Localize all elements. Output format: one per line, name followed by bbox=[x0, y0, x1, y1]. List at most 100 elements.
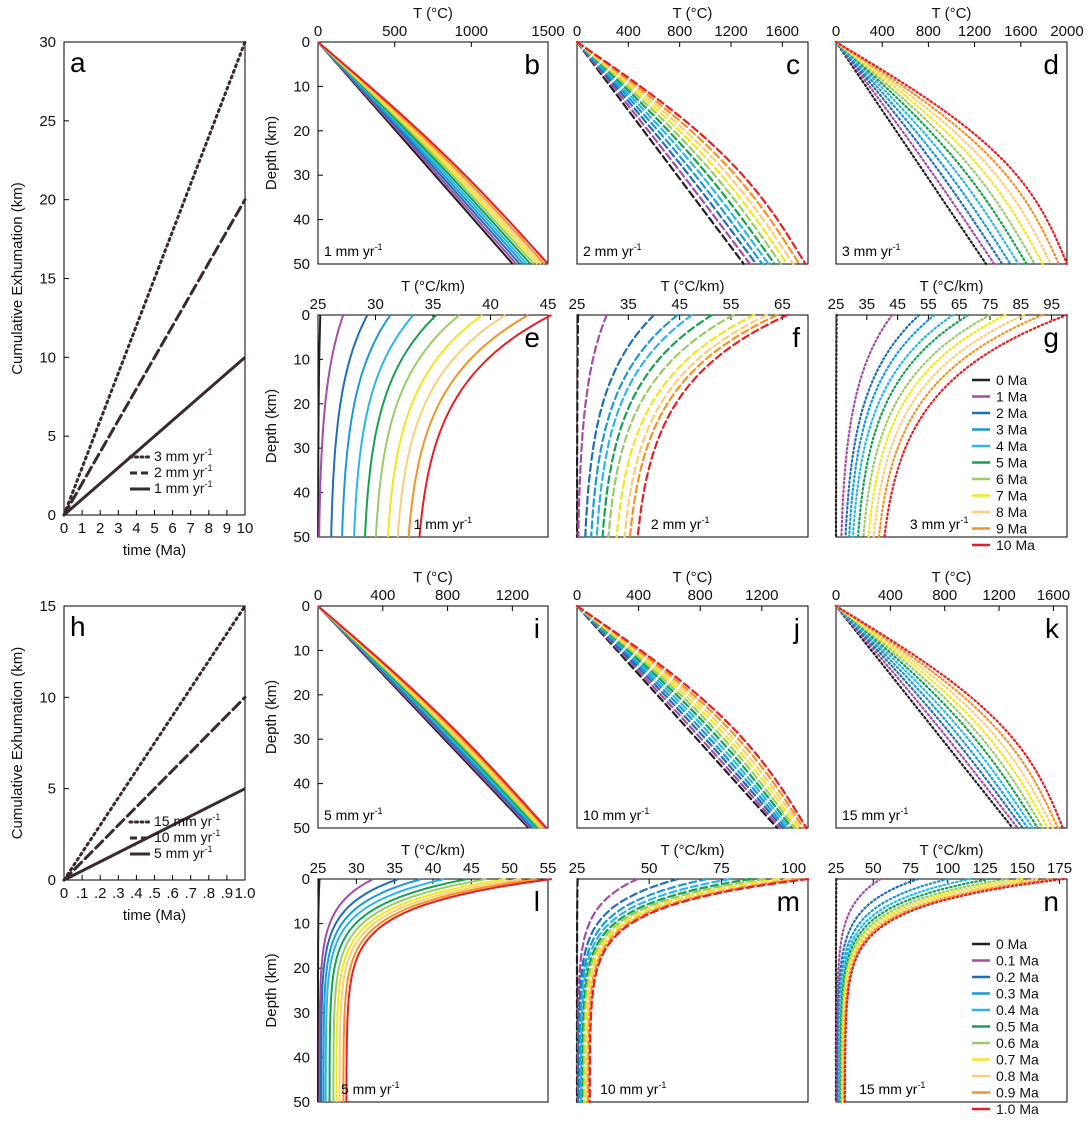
geotherm-curve bbox=[834, 604, 1065, 830]
y-tick-label: 30 bbox=[293, 440, 310, 457]
x-tick-label: .3 bbox=[112, 885, 125, 902]
geotherm-curve bbox=[834, 40, 988, 266]
rate-sup: -1 bbox=[917, 1080, 925, 1090]
legend-entry: 2 Ma bbox=[996, 405, 1027, 421]
x-tick-label: 8 bbox=[205, 520, 213, 537]
geotherm-curve bbox=[575, 604, 788, 830]
rate-label: 3 mm yr-1 bbox=[842, 242, 901, 259]
geotherm-curve bbox=[353, 314, 415, 538]
x-tick-label: 400 bbox=[370, 587, 395, 604]
x-tick-label: 1200 bbox=[982, 587, 1015, 604]
x-tick-label: 400 bbox=[626, 587, 651, 604]
geotherm-curve bbox=[834, 40, 996, 266]
geotherm-curve bbox=[623, 313, 769, 539]
x-tick-label: 35 bbox=[386, 860, 403, 877]
geotherm-curve bbox=[834, 604, 1024, 830]
geotherm-curve bbox=[575, 604, 782, 830]
y-axis-label: Depth (km) bbox=[263, 953, 280, 1027]
x-tick-label: 25 bbox=[569, 860, 586, 877]
legend-entry: 0.1 Ma bbox=[996, 953, 1039, 969]
x-tick-label: 65 bbox=[951, 296, 968, 313]
x-axis-label: T (°C/km) bbox=[919, 842, 983, 859]
geotherm-curve bbox=[834, 313, 838, 539]
geotherm-curve bbox=[330, 314, 369, 538]
y-tick-label: 20 bbox=[293, 960, 310, 977]
legend-entry: 1 Ma bbox=[996, 389, 1027, 405]
rate-label: 10 mm yr-1 bbox=[583, 806, 649, 823]
x-tick-label: 25 bbox=[310, 296, 327, 313]
geotherm-curve bbox=[338, 878, 522, 1102]
x-tick-label: 800 bbox=[688, 587, 713, 604]
geotherm-curve bbox=[883, 313, 1069, 539]
geotherm-curve bbox=[342, 878, 537, 1103]
geotherm-curve bbox=[588, 877, 810, 1104]
y-tick-label: 15 bbox=[39, 271, 56, 288]
x-tick-label: 0 bbox=[832, 587, 840, 604]
rate-label: 3 mm yr-1 bbox=[910, 515, 969, 532]
y-axis-label: Depth (km) bbox=[263, 116, 280, 190]
rate-sup: -1 bbox=[658, 1080, 666, 1090]
rate-sup: -1 bbox=[900, 806, 908, 816]
x-tick-label: 175 bbox=[1047, 860, 1072, 877]
x-axis-label: T (°C/km) bbox=[660, 278, 724, 295]
geotherm-curve bbox=[636, 313, 789, 539]
geotherm-curve bbox=[575, 40, 776, 266]
plot-frame bbox=[576, 878, 809, 1103]
geotherm-curve bbox=[575, 40, 801, 266]
legend-entry: 5 mm yr-1 bbox=[154, 844, 213, 861]
geotherm-curve bbox=[601, 313, 714, 539]
geotherm-curve bbox=[834, 40, 1028, 266]
x-tick-label: 400 bbox=[870, 23, 895, 40]
rate-text: 1 mm yr bbox=[414, 516, 465, 532]
geotherm-curve bbox=[407, 314, 529, 538]
geotherm-curve bbox=[834, 40, 1052, 266]
geotherm-curve bbox=[840, 313, 894, 539]
x-tick-label: 150 bbox=[1010, 860, 1035, 877]
x-tick-label: 6 bbox=[168, 520, 176, 537]
x-axis-label: T (°C) bbox=[932, 5, 972, 22]
panel-letter: i bbox=[534, 613, 540, 644]
y-tick-label: 50 bbox=[293, 820, 310, 837]
y-tick-label: 0 bbox=[302, 598, 310, 615]
y-tick-label: 40 bbox=[293, 1049, 310, 1066]
geotherm-curve bbox=[834, 604, 1014, 830]
x-tick-label: 1600 bbox=[1004, 23, 1037, 40]
x-axis-label: T (°C/km) bbox=[401, 278, 465, 295]
panel-letter: l bbox=[534, 886, 540, 917]
panel-i: 0 400 800 1200 T (°C) 0 10 20 30 40 50 Depth (km) i 5… bbox=[263, 569, 549, 837]
legend-entry: 0.3 Ma bbox=[996, 986, 1039, 1002]
panel-letter: n bbox=[1043, 886, 1059, 917]
legend-entry: 5 Ma bbox=[996, 455, 1027, 471]
geotherm-curve bbox=[834, 40, 1004, 266]
geotherm-curve bbox=[582, 877, 766, 1104]
plot-frame bbox=[576, 605, 809, 829]
geotherm-curve bbox=[575, 877, 579, 1104]
x-tick-label: 75 bbox=[713, 860, 730, 877]
geotherm-curve bbox=[834, 40, 1012, 266]
x-tick-label: 500 bbox=[382, 23, 407, 40]
y-tick-label: 5 bbox=[48, 428, 56, 445]
y-axis-label: Depth (km) bbox=[263, 389, 280, 463]
legend-entry: 2 mm yr-1 bbox=[154, 463, 213, 480]
x-tick-label: .5 bbox=[148, 885, 161, 902]
rate-label: 1 mm yr-1 bbox=[414, 515, 473, 532]
geotherm-curve bbox=[575, 313, 580, 539]
geotherm-curve bbox=[856, 313, 970, 539]
legend-entry: 15 mm yr-1 bbox=[154, 812, 220, 829]
geotherm-curve bbox=[575, 604, 785, 830]
geotherm-curve bbox=[585, 877, 792, 1104]
x-axis-label: T (°C) bbox=[413, 5, 453, 22]
x-tick-label: 2 bbox=[96, 520, 104, 537]
x-tick-label: 30 bbox=[367, 296, 384, 313]
legend-entry: 0.2 Ma bbox=[996, 969, 1039, 985]
x-tick-label: 3 bbox=[114, 520, 122, 537]
legend-text: 5 mm yr bbox=[154, 845, 205, 861]
x-tick-label: 25 bbox=[828, 296, 845, 313]
x-axis-label: T (°C/km) bbox=[919, 278, 983, 295]
geotherm-curve bbox=[575, 40, 807, 266]
geotherm-curve bbox=[575, 40, 782, 266]
exhumation-line bbox=[62, 198, 247, 517]
geotherm-curve bbox=[872, 313, 1026, 539]
geotherm-curve bbox=[862, 313, 992, 539]
legend-entry: 7 Ma bbox=[996, 488, 1027, 504]
